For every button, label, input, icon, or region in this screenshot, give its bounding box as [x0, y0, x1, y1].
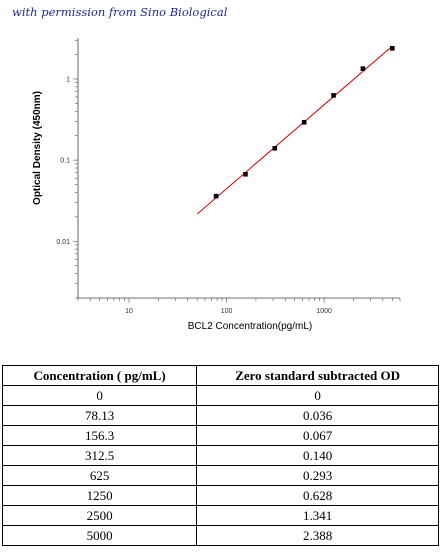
standard-curve-chart: 10 100 1000 0.01 0.1 1 BCL2 Concentration(pg/…: [32, 38, 401, 332]
table-row: 78.13 0.036: [1, 405, 439, 426]
cell-concentration: 156.3: [1, 425, 198, 446]
header-concentration: Concentration ( pg/mL): [1, 365, 198, 386]
data-point: [360, 66, 366, 71]
y-tick-label: 0.1: [60, 158, 70, 165]
table-row: 156.3 0.067: [1, 425, 439, 446]
cell-od: 0.293: [196, 465, 439, 486]
standard-data-table: Concentration ( pg/mL) Zero standard sub…: [1, 365, 439, 546]
table-header-row: Concentration ( pg/mL) Zero standard sub…: [1, 365, 439, 386]
x-tick-label: 10: [125, 308, 133, 315]
data-point: [272, 145, 278, 151]
cell-concentration: 1250: [1, 485, 198, 506]
data-point: [243, 171, 248, 177]
header-od: Zero standard subtracted OD: [196, 365, 439, 386]
cell-od: 0.036: [196, 405, 439, 426]
x-tick-label: 1000: [316, 308, 332, 315]
table-row: 2500 1.341: [1, 505, 439, 526]
y-axis-label: Optical Density (450nm): [32, 91, 43, 205]
x-tick-label: 100: [221, 308, 233, 315]
table-row: 0 0: [1, 385, 439, 406]
data-point: [301, 119, 307, 125]
fit-line-group: [196, 45, 393, 215]
cell-concentration: 0: [1, 385, 198, 406]
cell-od: 0.628: [196, 485, 439, 506]
table-row: 625 0.293: [1, 465, 439, 486]
permission-credit: with permission from Sino Biological: [12, 5, 228, 19]
y-tick-label: 1: [66, 76, 70, 83]
cell-concentration: 5000: [1, 525, 198, 546]
table-row: 5000 2.388: [1, 525, 439, 546]
y-tick-label: 0.01: [56, 239, 70, 246]
cell-od: 1.341: [196, 505, 439, 526]
table-row: 312.5 0.140: [1, 445, 439, 466]
table-row: 1250 0.628: [1, 485, 439, 506]
data-points: [213, 46, 395, 199]
cell-od: 0: [196, 385, 439, 406]
data-point: [389, 46, 395, 51]
cell-od: 0.140: [196, 445, 439, 466]
data-point: [331, 93, 336, 98]
cell-od: 2.388: [196, 525, 439, 546]
data-point: [213, 193, 219, 199]
x-axis-label: BCL2 Concentration(pg/mL): [188, 321, 313, 332]
cell-od: 0.067: [196, 425, 439, 446]
cell-concentration: 2500: [1, 505, 198, 526]
cell-concentration: 625: [1, 465, 198, 486]
chart-axes: [77, 38, 400, 299]
cell-concentration: 78.13: [1, 405, 198, 426]
chart-ticks: 10 100 1000 0.01 0.1 1: [56, 39, 401, 315]
fit-line: [196, 45, 393, 215]
cell-concentration: 312.5: [1, 445, 198, 466]
